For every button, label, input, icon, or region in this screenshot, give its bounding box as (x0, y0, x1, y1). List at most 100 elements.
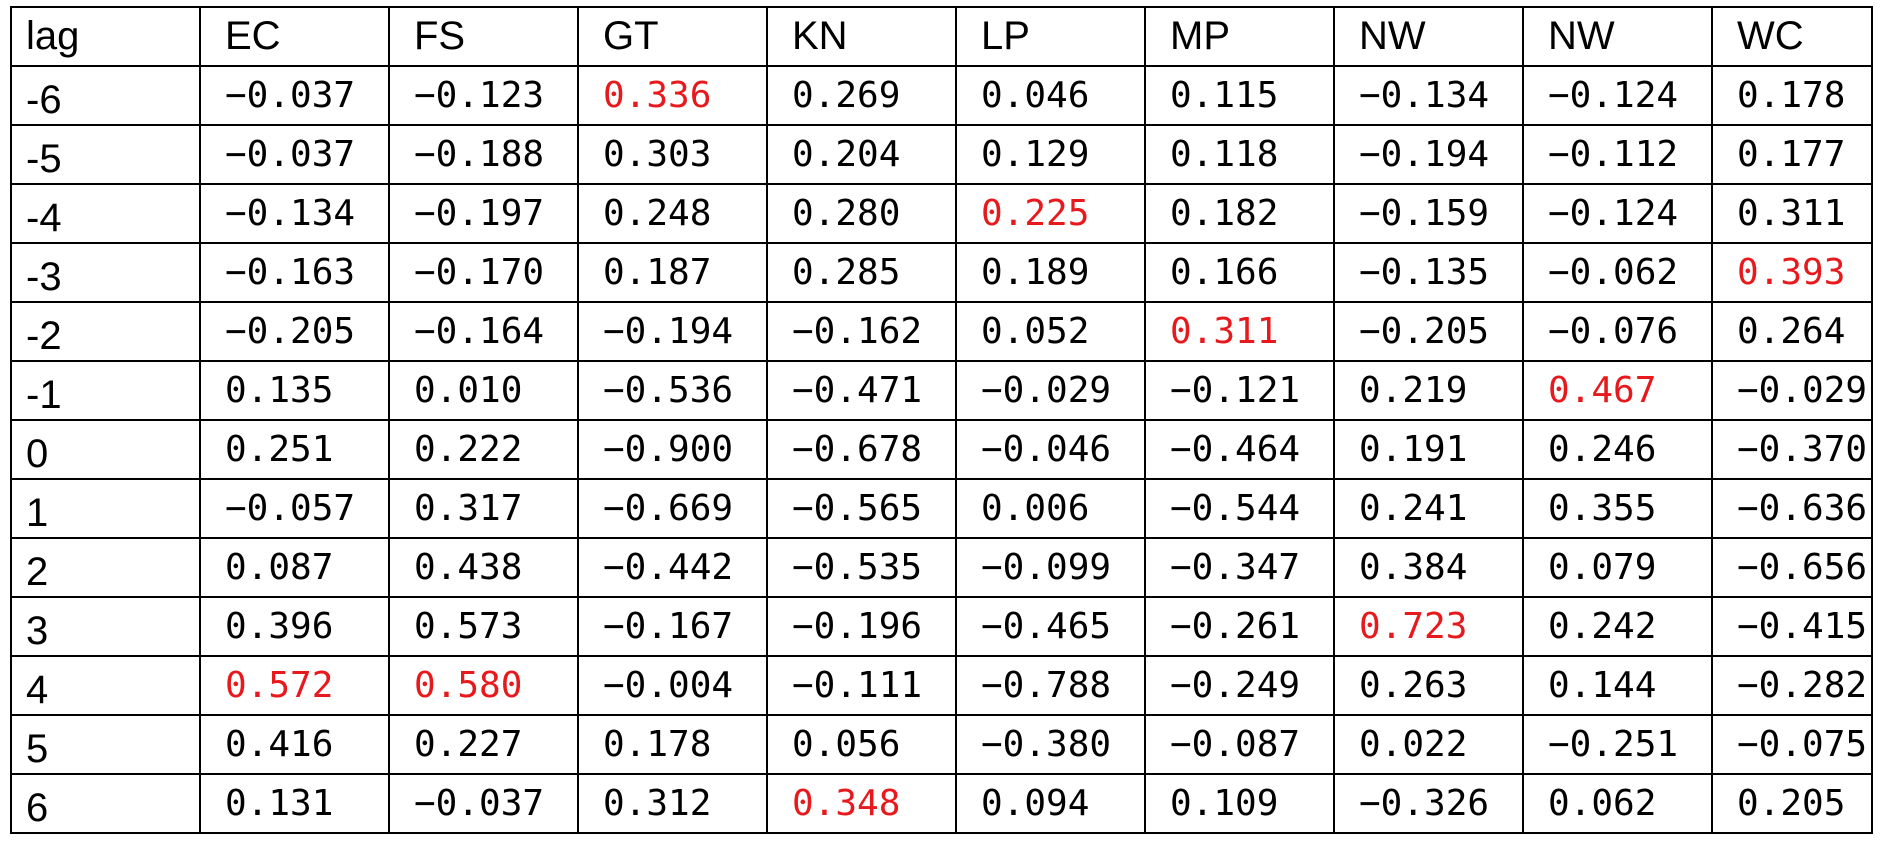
value-cell: 0.219 (1333, 360, 1524, 421)
value-cell: 0.384 (1333, 537, 1524, 598)
value-cell: 0.182 (1144, 183, 1335, 244)
highlighted-value-cell: 0.311 (1144, 301, 1335, 362)
value-cell: −0.415 (1711, 596, 1873, 657)
value-cell: −0.164 (388, 301, 579, 362)
header-ec-1: EC (199, 6, 390, 67)
lag-cell: -6 (10, 65, 201, 126)
header-nw-8: NW (1522, 6, 1713, 67)
value-cell: 0.010 (388, 360, 579, 421)
value-cell: −0.112 (1522, 124, 1713, 185)
value-cell: −0.370 (1711, 419, 1873, 480)
value-cell: −0.046 (955, 419, 1146, 480)
table-row: 3 0.396 0.573 −0.167 −0.196 −0.465 −0.261 0.723… (10, 596, 1873, 657)
lag-cell: 3 (10, 596, 201, 657)
value-cell: −0.163 (199, 242, 390, 303)
table-row: -5 −0.037 −0.188 0.303 0.204 0.129 0.118 −0.194… (10, 124, 1873, 185)
value-cell: −0.535 (766, 537, 957, 598)
value-cell: 0.118 (1144, 124, 1335, 185)
value-cell: 0.241 (1333, 478, 1524, 539)
value-cell: 0.115 (1144, 65, 1335, 126)
table-row: 6 0.131 −0.037 0.312 0.348 0.094 0.109 −0.326 0.… (10, 773, 1873, 834)
value-cell: −0.326 (1333, 773, 1524, 834)
header-lp-5: LP (955, 6, 1146, 67)
value-cell: −0.004 (577, 655, 768, 716)
value-cell: 0.129 (955, 124, 1146, 185)
value-cell: −0.134 (1333, 65, 1524, 126)
value-cell: 0.046 (955, 65, 1146, 126)
lag-cell: -1 (10, 360, 201, 421)
value-cell: −0.565 (766, 478, 957, 539)
value-cell: −0.062 (1522, 242, 1713, 303)
lag-cell: -4 (10, 183, 201, 244)
value-cell: 0.396 (199, 596, 390, 657)
table-body: -6 −0.037 −0.123 0.336 0.269 0.046 0.115 −0.134… (10, 65, 1873, 834)
value-cell: 0.187 (577, 242, 768, 303)
value-cell: −0.669 (577, 478, 768, 539)
value-cell: 0.135 (199, 360, 390, 421)
value-cell: 0.285 (766, 242, 957, 303)
lag-cell: -3 (10, 242, 201, 303)
table-row: -6 −0.037 −0.123 0.336 0.269 0.046 0.115 −0.134… (10, 65, 1873, 126)
value-cell: −0.162 (766, 301, 957, 362)
value-cell: 0.087 (199, 537, 390, 598)
value-cell: −0.471 (766, 360, 957, 421)
lag-cell: -5 (10, 124, 201, 185)
value-cell: 0.052 (955, 301, 1146, 362)
lag-cell: 6 (10, 773, 201, 834)
value-cell: 0.062 (1522, 773, 1713, 834)
value-cell: 0.242 (1522, 596, 1713, 657)
lag-cell: 0 (10, 419, 201, 480)
header-row: lag EC FS GT KN LP MP NW NW WC (10, 6, 1873, 67)
value-cell: 0.311 (1711, 183, 1873, 244)
lag-cell: 2 (10, 537, 201, 598)
value-cell: −0.167 (577, 596, 768, 657)
lag-cell: -2 (10, 301, 201, 362)
value-cell: 0.269 (766, 65, 957, 126)
value-cell: −0.029 (955, 360, 1146, 421)
header-fs-2: FS (388, 6, 579, 67)
lag-cell: 4 (10, 655, 201, 716)
value-cell: 0.264 (1711, 301, 1873, 362)
value-cell: 0.131 (199, 773, 390, 834)
value-cell: 0.191 (1333, 419, 1524, 480)
value-cell: 0.205 (1711, 773, 1873, 834)
value-cell: −0.900 (577, 419, 768, 480)
value-cell: 0.317 (388, 478, 579, 539)
value-cell: −0.464 (1144, 419, 1335, 480)
value-cell: −0.205 (199, 301, 390, 362)
value-cell: 0.355 (1522, 478, 1713, 539)
value-cell: −0.282 (1711, 655, 1873, 716)
value-cell: 0.056 (766, 714, 957, 775)
lag-cell: 1 (10, 478, 201, 539)
lag-correlation-table: lag EC FS GT KN LP MP NW NW WC -6 −0.037 −0.123 0.33… (10, 6, 1873, 834)
value-cell: −0.465 (955, 596, 1146, 657)
value-cell: −0.037 (199, 124, 390, 185)
table-row: 4 0.572 0.580 −0.004 −0.111 −0.788 −0.249 0.263… (10, 655, 1873, 716)
value-cell: −0.135 (1333, 242, 1524, 303)
value-cell: −0.194 (577, 301, 768, 362)
value-cell: 0.189 (955, 242, 1146, 303)
value-cell: 0.280 (766, 183, 957, 244)
value-cell: −0.099 (955, 537, 1146, 598)
value-cell: −0.123 (388, 65, 579, 126)
table-row: -3 −0.163 −0.170 0.187 0.285 0.189 0.166 −0.135… (10, 242, 1873, 303)
value-cell: 0.094 (955, 773, 1146, 834)
header-wc-9: WC (1711, 6, 1873, 67)
value-cell: −0.121 (1144, 360, 1335, 421)
highlighted-value-cell: 0.572 (199, 655, 390, 716)
value-cell: −0.261 (1144, 596, 1335, 657)
value-cell: 0.438 (388, 537, 579, 598)
value-cell: −0.075 (1711, 714, 1873, 775)
header-mp-6: MP (1144, 6, 1335, 67)
value-cell: −0.037 (199, 65, 390, 126)
value-cell: −0.159 (1333, 183, 1524, 244)
value-cell: 0.178 (577, 714, 768, 775)
value-cell: 0.079 (1522, 537, 1713, 598)
value-cell: 0.246 (1522, 419, 1713, 480)
highlighted-value-cell: 0.723 (1333, 596, 1524, 657)
value-cell: −0.249 (1144, 655, 1335, 716)
value-cell: 0.573 (388, 596, 579, 657)
header-lag: lag (10, 6, 201, 67)
value-cell: −0.076 (1522, 301, 1713, 362)
